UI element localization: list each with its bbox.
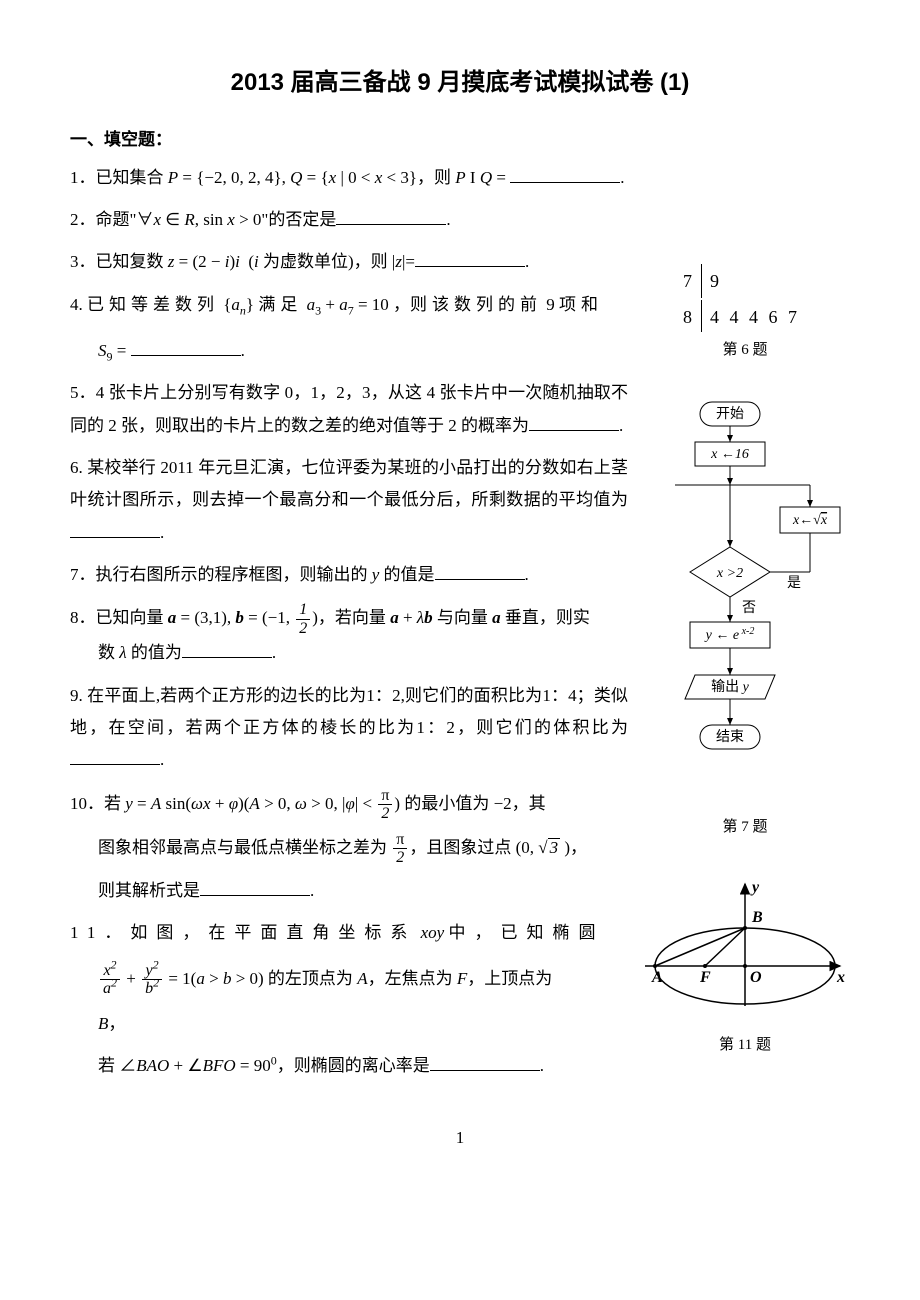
figure-caption-11: 第 11 题 xyxy=(719,1031,771,1060)
question-8: 8．已知向量 a = (3,1), b = (−1, 12)，若向量 a + λ… xyxy=(70,601,628,669)
stem-leaf-diagram: 7 9 8 4 4 4 6 7 xyxy=(675,262,815,332)
answer-blank xyxy=(435,563,525,580)
content-wrapper: 1．已知集合 P = {−2, 0, 2, 4}, Q = {x | 0 < x… xyxy=(70,162,850,1092)
question-3: 3．已知复数 z = (2 − i)i (i 为虚数单位)，则 |z|=. xyxy=(70,246,628,278)
flow-start: 开始 xyxy=(716,406,744,422)
question-10: 10．若 y = A sin(ωx + φ)(A > 0, ω > 0, |φ|… xyxy=(70,787,628,908)
label-y: y xyxy=(750,879,760,896)
answer-blank xyxy=(182,641,272,658)
questions-column: 1．已知集合 P = {−2, 0, 2, 4}, Q = {x | 0 < x… xyxy=(70,162,640,1092)
flow-yes: 是 xyxy=(787,576,801,591)
answer-blank xyxy=(510,166,620,183)
figures-column: 7 9 8 4 4 4 6 7 第 6 题 开始 xyxy=(640,162,850,1085)
question-6: 6. 某校举行 2011 年元旦汇演，七位评委为某班的小品打出的分数如右上茎叶统… xyxy=(70,452,628,549)
page-title: 2013 届高三备战 9 月摸底考试模拟试卷 (1) xyxy=(70,60,850,106)
answer-blank xyxy=(70,521,160,538)
svg-text:x←√x: x←√x xyxy=(792,513,828,528)
flow-no: 否 xyxy=(742,601,756,616)
question-2: 2．命题"∀x ∈ R, sin x > 0"的否定是. xyxy=(70,204,628,236)
leaf-cell: 9 xyxy=(704,264,806,298)
answer-blank xyxy=(415,250,525,267)
answer-blank xyxy=(70,748,160,765)
question-4: 4. 已知等差数列 {an} 满足 a3 + a7 = 10 ，则该数列的前 9… xyxy=(70,289,628,368)
figure-caption-7: 第 7 题 xyxy=(722,813,767,842)
ellipse-diagram: A F O B x y xyxy=(640,876,850,1027)
answer-blank xyxy=(131,339,241,356)
label-B: B xyxy=(751,909,763,926)
question-11: 11．如图，在平面直角坐标系 xoy 中，已知椭圆 x2a2 + y2b2 = … xyxy=(70,917,628,1082)
label-x: x xyxy=(836,969,845,986)
label-A: A xyxy=(651,969,663,986)
answer-blank xyxy=(336,208,446,225)
answer-blank xyxy=(430,1054,540,1071)
label-F: F xyxy=(699,969,711,986)
label-O: O xyxy=(750,969,762,986)
question-9: 9. 在平面上,若两个正方形的边长的比为1：2,则它们的面积比为1：4；类似地，… xyxy=(70,680,628,777)
question-7: 7．执行右图所示的程序框图，则输出的 y 的值是. xyxy=(70,559,628,591)
svg-text:x ←16: x ←16 xyxy=(710,447,749,462)
svg-text:x >2: x >2 xyxy=(716,566,743,581)
leaf-cell: 4 4 4 6 7 xyxy=(704,300,806,332)
question-5: 5．4 张卡片上分别写有数字 0，1，2，3，从这 4 张卡片中一次随机抽取不同… xyxy=(70,377,628,442)
flow-end: 结束 xyxy=(716,729,744,745)
flowchart-diagram: 开始 x ←16 x←√x x >2 xyxy=(645,397,845,808)
figure-caption-6: 第 6 题 xyxy=(722,336,767,365)
section-heading: 一、填空题： xyxy=(70,124,850,156)
stem-cell: 7 xyxy=(677,264,702,298)
page-number: 1 xyxy=(70,1122,850,1154)
answer-blank xyxy=(200,879,310,896)
answer-blank xyxy=(529,414,619,431)
svg-text:输出 y: 输出 y xyxy=(711,679,750,695)
stem-cell: 8 xyxy=(677,300,702,332)
question-1: 1．已知集合 P = {−2, 0, 2, 4}, Q = {x | 0 < x… xyxy=(70,162,628,194)
